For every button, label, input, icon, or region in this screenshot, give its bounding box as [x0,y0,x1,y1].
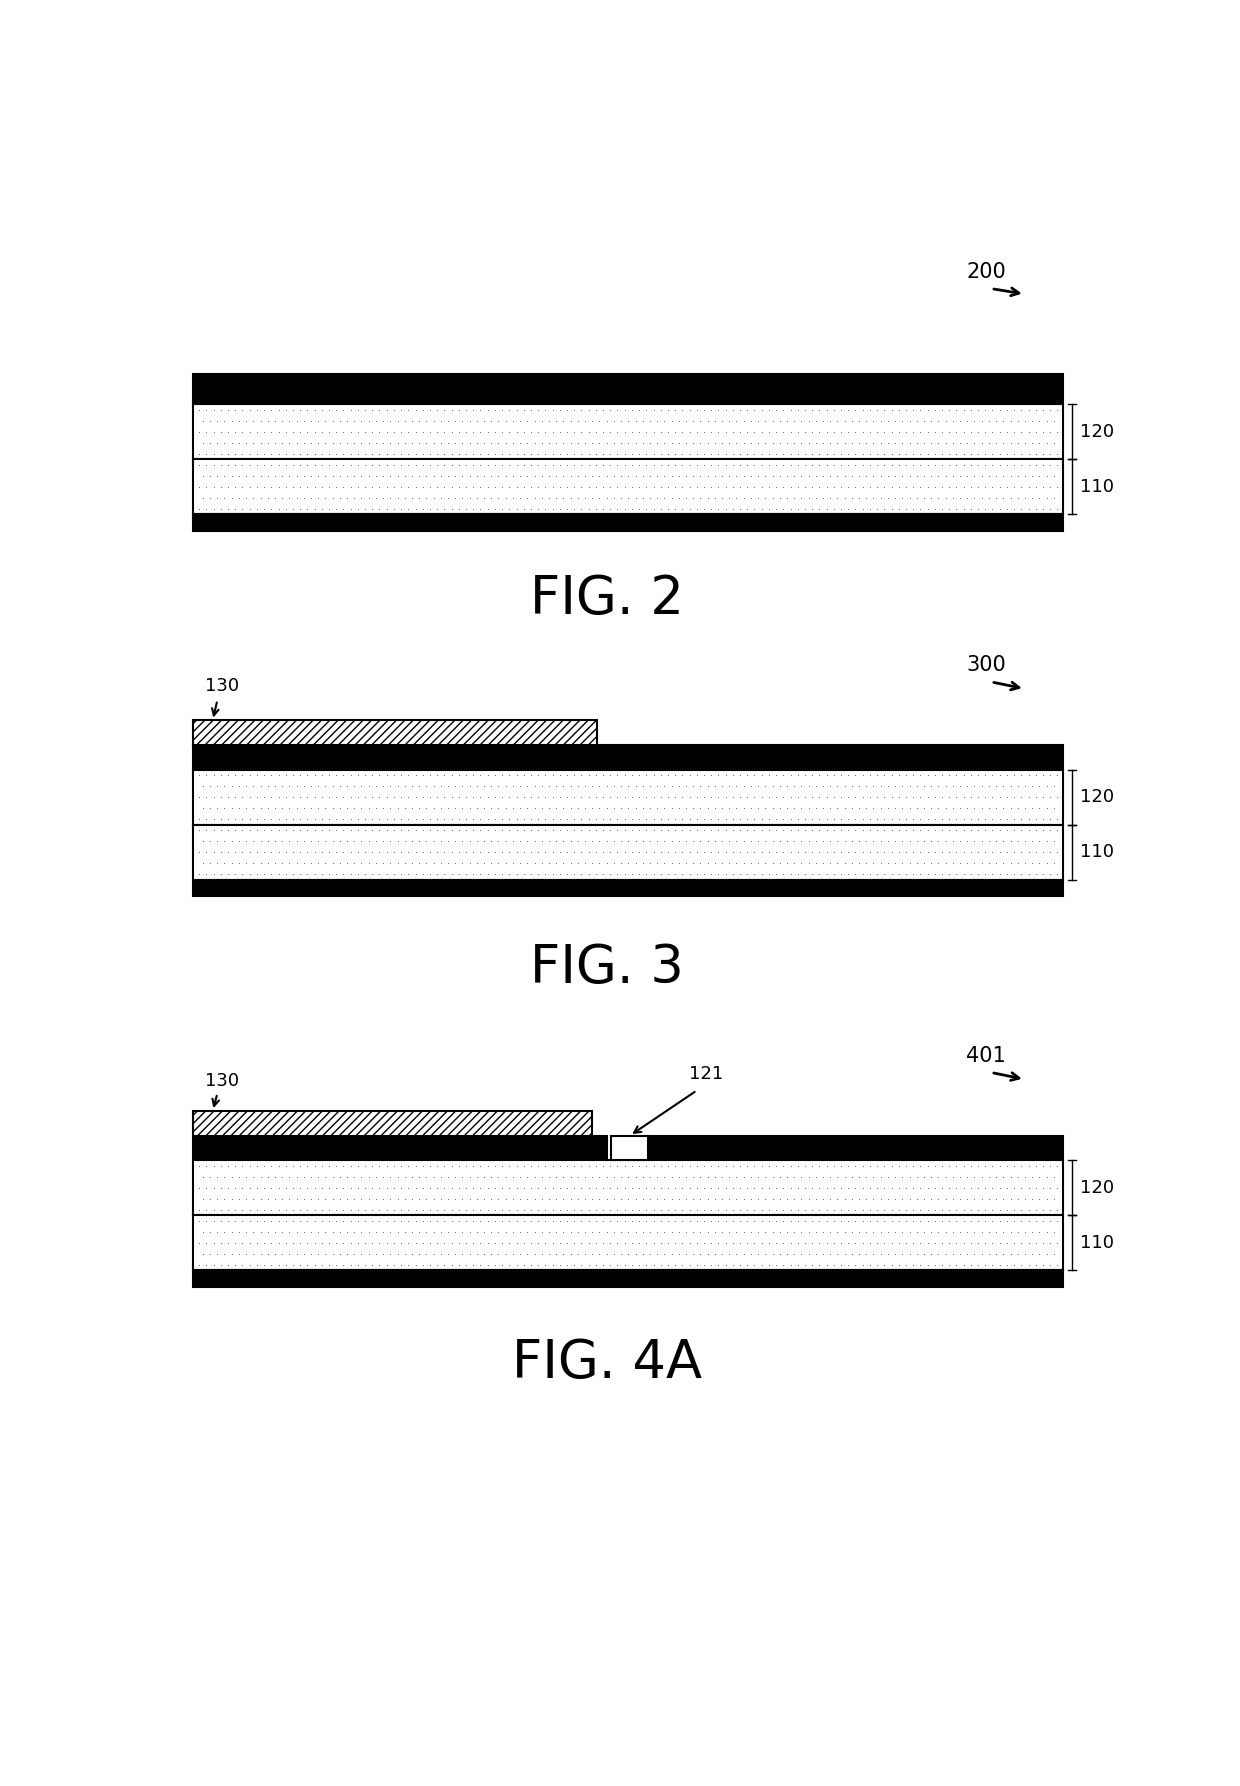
Bar [193,1111,593,1136]
Bar [193,514,1063,530]
Text: 200: 200 [966,263,1006,282]
Text: FIG. 3: FIG. 3 [529,941,683,995]
Bar [193,770,1063,825]
Text: 110: 110 [1080,1234,1115,1252]
Text: 130: 130 [205,677,239,695]
Bar [193,373,1063,404]
Text: 130: 130 [205,1072,239,1089]
Text: FIG. 4A: FIG. 4A [512,1336,702,1390]
Text: 401: 401 [966,1047,1006,1066]
Text: FIG. 2: FIG. 2 [529,573,683,625]
Bar [193,459,1063,514]
Text: 110: 110 [1080,477,1115,495]
Text: 120: 120 [1080,423,1115,441]
Text: 300: 300 [966,655,1006,675]
Text: 120: 120 [1080,788,1115,807]
Bar [193,720,596,745]
Bar [193,1136,606,1161]
Text: 120: 120 [1080,1179,1115,1197]
Bar [649,1136,1063,1161]
Bar [193,1270,1063,1288]
Bar [193,1161,1063,1216]
Bar [193,745,1063,770]
Bar [193,1216,1063,1270]
Bar [193,880,1063,897]
Bar [193,825,1063,880]
Bar [611,1136,649,1161]
Bar [193,404,1063,459]
Text: 110: 110 [1080,843,1115,861]
Text: 121: 121 [689,1064,724,1082]
